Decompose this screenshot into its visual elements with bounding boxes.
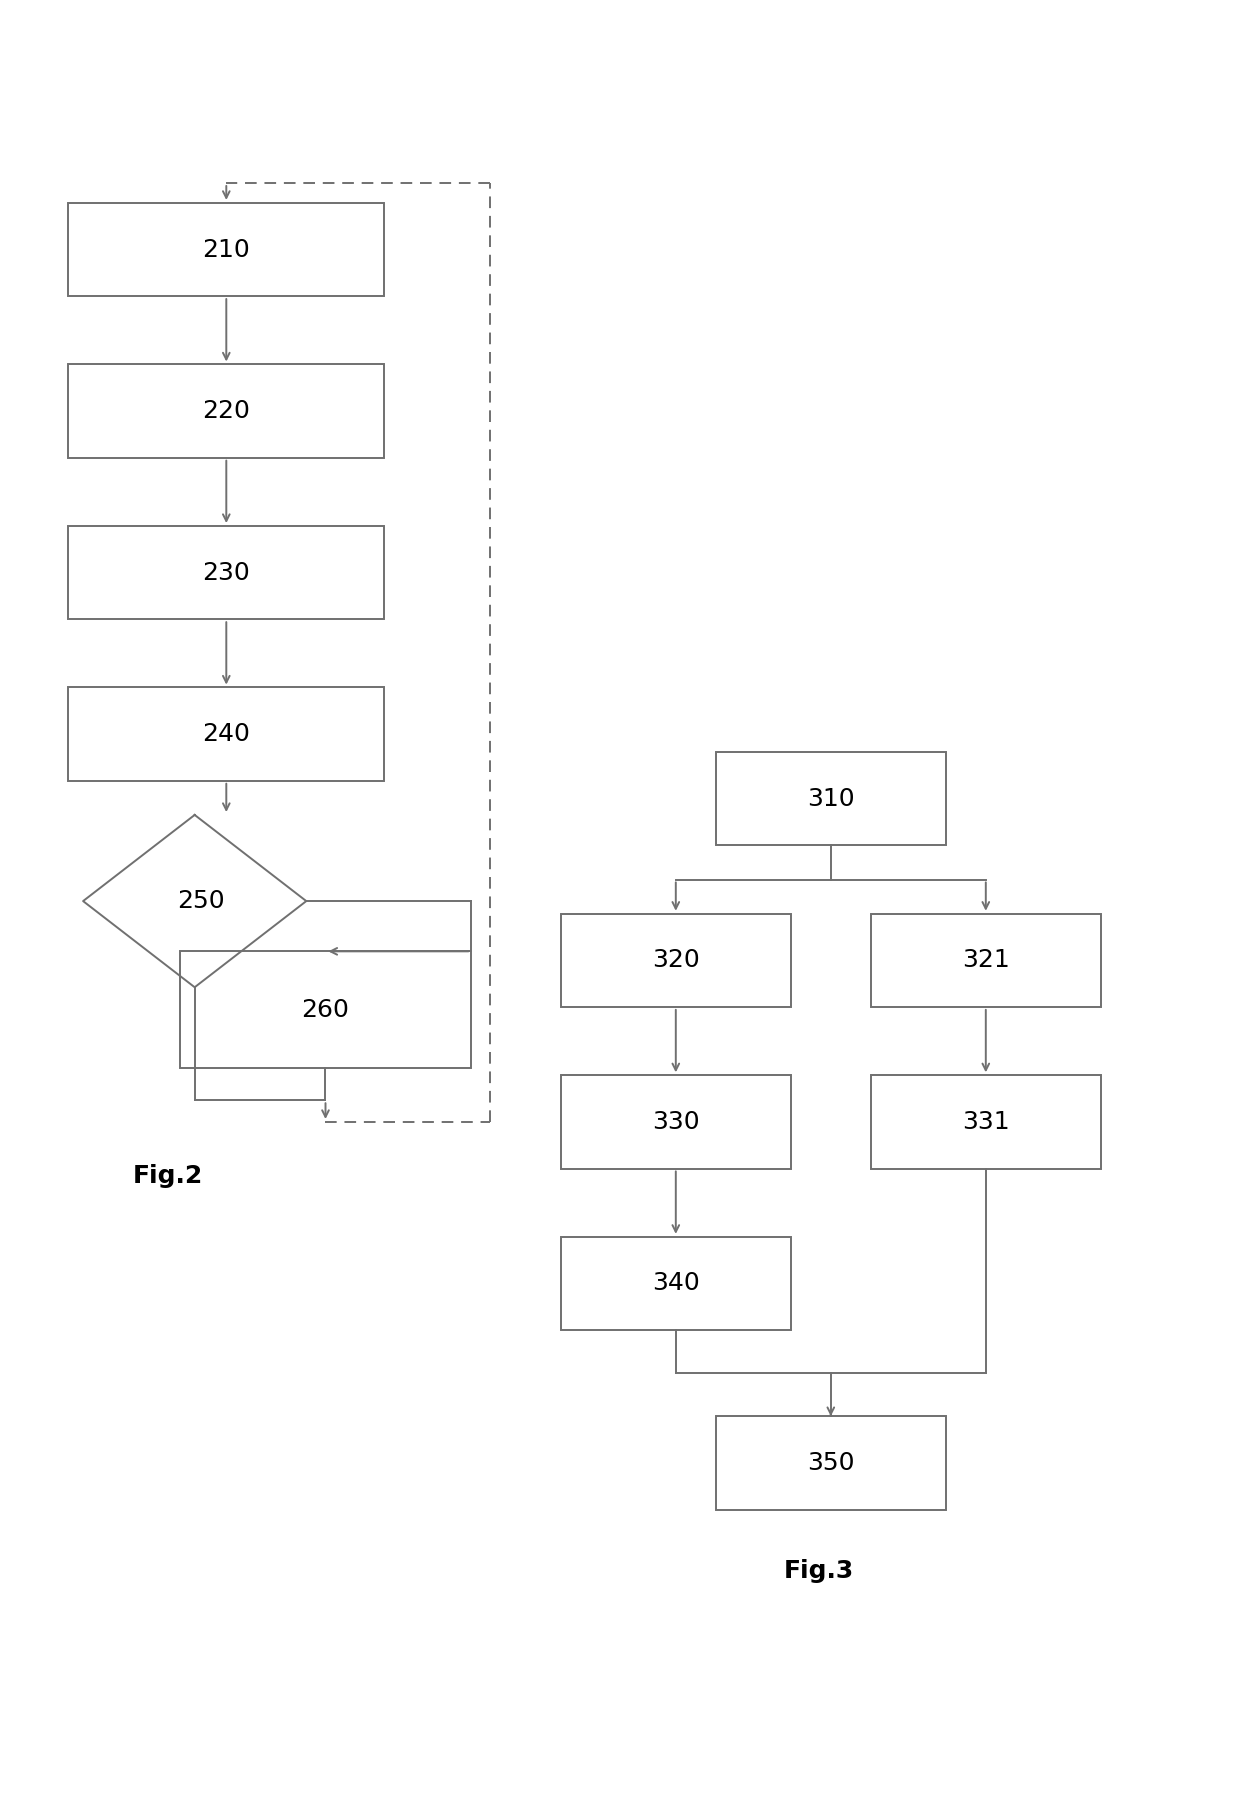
Text: 320: 320 [652, 948, 699, 973]
Bar [560, 1237, 791, 1330]
Text: Fig.3: Fig.3 [784, 1558, 853, 1583]
Bar [560, 1075, 791, 1169]
Text: Fig.2: Fig.2 [133, 1163, 202, 1188]
Text: 330: 330 [652, 1109, 699, 1134]
Text: 321: 321 [962, 948, 1009, 973]
Bar [68, 526, 384, 619]
Bar [717, 1416, 945, 1510]
Text: 250: 250 [177, 889, 224, 914]
Text: 310: 310 [807, 786, 854, 811]
Text: 340: 340 [652, 1271, 699, 1296]
Text: 350: 350 [807, 1450, 854, 1475]
Bar [68, 203, 384, 296]
Text: 240: 240 [202, 722, 250, 747]
Bar [870, 914, 1101, 1007]
Text: 260: 260 [301, 998, 350, 1021]
Bar [68, 687, 384, 781]
Bar [870, 1075, 1101, 1169]
Text: 230: 230 [202, 560, 250, 585]
Text: 220: 220 [202, 398, 250, 424]
Bar [560, 914, 791, 1007]
Bar [68, 364, 384, 458]
Text: 331: 331 [962, 1109, 1009, 1134]
Bar [717, 752, 945, 845]
Bar [180, 951, 471, 1068]
Text: 210: 210 [202, 237, 250, 262]
